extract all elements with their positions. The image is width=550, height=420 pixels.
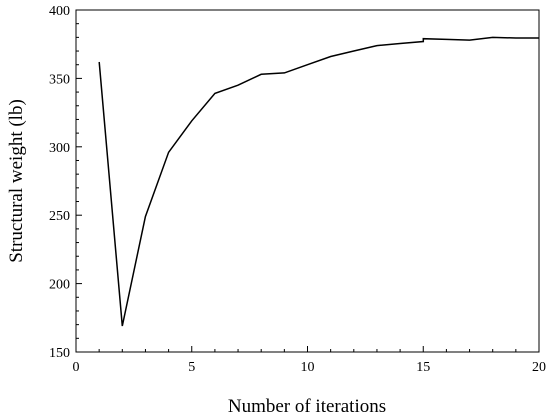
x-tick-label: 15 (416, 360, 430, 375)
axis-tick-labels: 0 5 10 15 20 150 200 250 300 350 400 (49, 4, 546, 375)
y-tick-label: 300 (49, 141, 70, 156)
x-tick-label: 5 (188, 360, 195, 375)
plot-frame (75, 9, 540, 353)
x-tick-label: 20 (532, 360, 546, 375)
y-tick-label: 350 (49, 72, 70, 87)
y-tick-label: 250 (49, 209, 70, 224)
y-tick-label: 400 (49, 4, 70, 19)
series-layer (98, 36, 539, 327)
axis-ticks (75, 9, 540, 353)
x-tick-label: 10 (301, 360, 315, 375)
x-axis-title: Number of iterations (228, 396, 386, 417)
series-line-0 (98, 36, 539, 327)
y-tick-label: 150 (49, 346, 70, 361)
y-tick-label: 200 (49, 278, 70, 293)
y-axis-title: Structural weight (lb) (6, 99, 27, 263)
x-tick-label: 0 (73, 360, 80, 375)
